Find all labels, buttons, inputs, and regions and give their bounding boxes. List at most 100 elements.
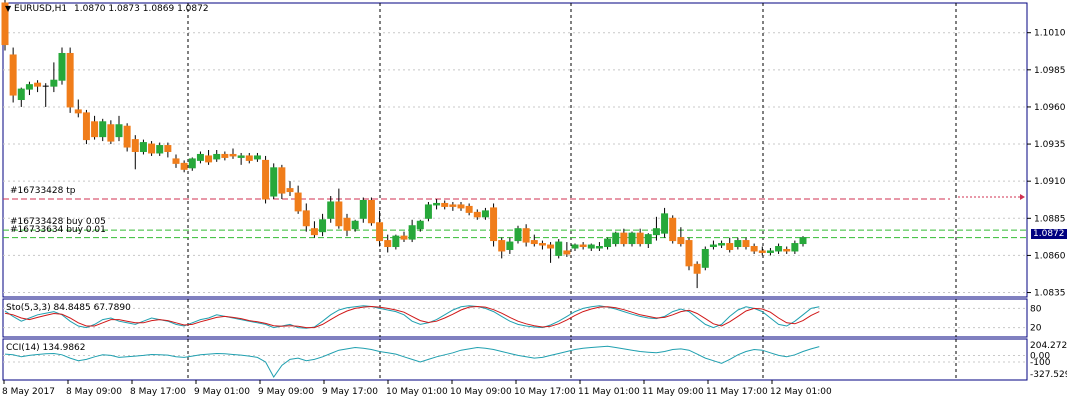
candle-bull: [628, 232, 636, 245]
candle-bear: [91, 121, 99, 138]
order-label-buy-001: #16733634 buy 0.01: [10, 225, 106, 235]
candle-bear: [9, 54, 17, 96]
time-tick-label-0: 8 May 2017: [2, 387, 55, 397]
candle-bear: [742, 240, 750, 248]
candle-bear: [620, 232, 628, 245]
candle-bear: [750, 246, 758, 252]
price-tick-label-6: 1.0860: [1034, 251, 1066, 261]
candle-bear: [579, 244, 587, 248]
candle-bull: [408, 225, 416, 240]
candle-bear: [636, 232, 644, 245]
candle-bull: [652, 228, 660, 236]
current-price-tag: 1.0872: [1031, 229, 1067, 239]
cci-scale-label-0: 204.2723: [1030, 341, 1067, 351]
time-tick-label-9: 11 May 01:00: [578, 387, 640, 397]
order-label-buy-005: #16733428 buy 0.05: [10, 217, 106, 227]
candle-bull: [506, 241, 514, 250]
ohlc-values: 1.0870 1.0873 1.0869 1.0872: [74, 4, 209, 14]
cci-scale-label-3: -327.529: [1030, 370, 1067, 380]
time-tick-label-11: 11 May 17:00: [706, 387, 768, 397]
candle-bull: [701, 248, 709, 268]
candle-bear: [221, 153, 229, 158]
time-tick-label-8: 10 May 17:00: [514, 387, 576, 397]
candle-bull: [709, 244, 717, 248]
chart-header: ▼ EURUSD,H1 1.0870 1.0873 1.0869 1.0872: [5, 4, 209, 14]
candle-bear: [498, 240, 506, 252]
candle-bull: [424, 204, 432, 219]
candle-bear: [148, 143, 156, 154]
candle-bear: [490, 207, 498, 242]
candle-bear: [376, 222, 384, 242]
candle-bull: [718, 243, 726, 246]
candle-bear: [400, 235, 408, 240]
price-tick-label-2: 1.0960: [1034, 103, 1066, 113]
candle-bear: [693, 263, 701, 274]
time-tick-label-4: 9 May 09:00: [258, 387, 314, 397]
candle-bull: [25, 84, 33, 90]
candle-bull: [359, 199, 367, 219]
cci-label: CCI(14) 134.9862: [6, 343, 86, 353]
cci-line: [4, 345, 820, 378]
candle-bear: [286, 188, 294, 193]
time-tick-label-2: 8 May 17:00: [130, 387, 186, 397]
time-tick-label-3: 9 May 01:00: [194, 387, 250, 397]
candle-bear: [538, 243, 546, 246]
candle-bull: [156, 145, 164, 154]
candle-bear: [107, 124, 115, 142]
candle-bear: [302, 210, 310, 227]
candle-bear: [563, 250, 571, 255]
candle-bull: [433, 202, 441, 206]
candle-bear: [172, 158, 180, 164]
chevron-down-icon[interactable]: ▼: [5, 4, 12, 13]
candle-bear: [457, 204, 465, 209]
candle-bear: [522, 228, 530, 243]
candle-bear: [34, 82, 42, 87]
candle-bull: [327, 201, 335, 219]
cci-scale-label-1: 0.00: [1030, 351, 1050, 361]
candle-bull: [99, 121, 107, 138]
symbol-label: EURUSD,H1: [14, 4, 68, 14]
candle-bull: [587, 244, 595, 249]
candle-bull: [58, 52, 66, 81]
price-tick-label-7: 1.0835: [1034, 289, 1066, 299]
candle-bull: [644, 234, 652, 245]
candle-bear: [335, 201, 343, 227]
candle-bear: [441, 202, 449, 207]
candle-bear: [82, 112, 90, 141]
candle-bull: [766, 250, 774, 253]
candle-bull: [237, 155, 245, 158]
price-tick-label-4: 1.0910: [1034, 177, 1066, 187]
candle-bull: [392, 235, 400, 248]
candle-bear: [131, 139, 139, 152]
candle-bull: [791, 243, 799, 252]
time-tick-label-1: 8 May 09:00: [66, 387, 122, 397]
candle-bull: [115, 124, 123, 138]
time-tick-label-10: 11 May 09:00: [642, 387, 704, 397]
candle-bull: [514, 228, 522, 242]
candle-bear: [473, 211, 481, 218]
candle-bull: [253, 155, 261, 160]
candle-bear: [669, 217, 677, 242]
cci-panel-frame: [2, 338, 1028, 381]
candle-bear: [343, 217, 351, 231]
candle-bear: [547, 244, 555, 249]
candle-bear: [726, 243, 734, 250]
candle-bear: [530, 240, 538, 245]
price-tick-label-1: 1.0985: [1034, 66, 1066, 76]
time-tick-label-12: 12 May 01:00: [770, 387, 832, 397]
price-tick-label-3: 1.0935: [1034, 140, 1066, 150]
stochastic-label: Sto(5,3,3) 84.8485 67.7890: [6, 303, 131, 313]
candle-bull: [734, 240, 742, 248]
candle-bull: [139, 142, 147, 152]
time-tick-label-7: 10 May 09:00: [450, 387, 512, 397]
candle-bull: [799, 237, 807, 245]
tp-arrow-icon: [1020, 194, 1025, 200]
candle-bull: [661, 213, 669, 234]
candle-bear: [245, 155, 253, 161]
candle-bear: [367, 199, 375, 224]
candle-bull: [595, 246, 603, 249]
candle-bull: [188, 158, 196, 169]
candle-bear: [205, 155, 213, 163]
